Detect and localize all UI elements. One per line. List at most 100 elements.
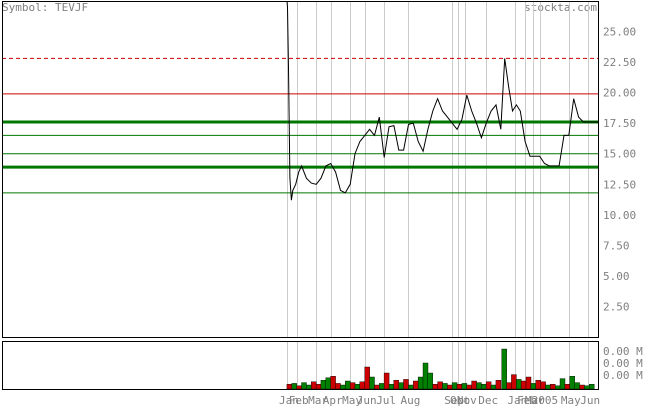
- x-tick-label: Feb: [517, 394, 537, 406]
- volume-bar: [291, 383, 297, 390]
- x-tick-label: Feb: [289, 394, 309, 406]
- volume-bar: [408, 384, 414, 390]
- volume-bar: [320, 380, 327, 390]
- x-tick-label: Dec: [478, 394, 498, 406]
- x-tick-label: May: [561, 394, 581, 406]
- volume-bar: [325, 377, 331, 390]
- price-tick-label: 10.00: [603, 209, 636, 222]
- volume-bar: [447, 384, 453, 390]
- price-panel-frame: [2, 1, 599, 338]
- volume-bar: [535, 380, 541, 390]
- price-tick-label: 2.50: [603, 300, 630, 313]
- volume-bar: [335, 383, 341, 390]
- x-tick-label: 2005: [532, 394, 559, 406]
- volume-bar: [345, 380, 351, 390]
- volume-bar: [306, 384, 312, 390]
- volume-bar: [490, 384, 497, 390]
- volume-bar: [481, 384, 487, 390]
- x-tick-label: Jan: [507, 394, 527, 406]
- volume-bar: [349, 382, 356, 390]
- volume-panel-frame: [2, 341, 599, 390]
- volume-bar: [374, 384, 380, 390]
- price-tick-label: 7.50: [603, 239, 630, 252]
- volume-tick-label: 0.00 M: [603, 345, 643, 358]
- reference-lines: [2, 57, 598, 194]
- volume-bar: [516, 379, 522, 390]
- volume-bar: [589, 384, 595, 390]
- volume-bar: [559, 378, 566, 390]
- volume-bar: [555, 385, 561, 390]
- volume-bar: [422, 362, 429, 390]
- price-tick-label: 15.00: [603, 148, 636, 161]
- volume-bar: [569, 376, 575, 390]
- volume-bar: [495, 380, 502, 390]
- volume-bar: [364, 366, 370, 390]
- volume-bar: [286, 384, 293, 390]
- volume-bar: [340, 384, 346, 390]
- volume-bar: [461, 383, 468, 390]
- price-tick-label: 12.50: [603, 178, 636, 191]
- volume-bar: [393, 380, 399, 390]
- volume-bar: [579, 384, 585, 390]
- volume-tick-label: 0.00 M: [603, 357, 643, 370]
- price-tick-label: 5.00: [603, 270, 630, 283]
- volume-bar: [301, 382, 307, 390]
- volume-bar: [584, 385, 590, 390]
- volume-bar: [311, 381, 317, 390]
- volume-bar: [525, 376, 532, 390]
- volume-bar: [388, 384, 395, 390]
- x-tick-label: Mar: [308, 394, 328, 406]
- volume-bar: [417, 376, 424, 390]
- price-axis: 2.50 5.00 7.50 10.00 12.50 15.00 17.50 20.00 22.…: [603, 26, 636, 314]
- volume-bar: [315, 384, 322, 390]
- price-line: [286, 0, 598, 201]
- volume-bar: [476, 382, 482, 390]
- volume-bar: [574, 382, 580, 390]
- volume-bar: [413, 380, 419, 390]
- x-tick-label: Mar: [525, 394, 545, 406]
- volume-bar: [432, 384, 438, 390]
- volume-bar: [330, 376, 336, 390]
- x-tick-label: Jun: [357, 394, 377, 406]
- volume-bar: [540, 381, 546, 390]
- volume-bar: [451, 382, 458, 390]
- price-tick-label: 25.00: [603, 26, 636, 39]
- volume-bar: [471, 380, 477, 390]
- x-tick-label: Jul: [376, 394, 396, 406]
- volume-bar: [427, 372, 433, 390]
- volume-bar: [398, 382, 404, 390]
- volume-bar: [520, 380, 527, 390]
- price-tick-label: 17.50: [603, 117, 636, 130]
- volume-bar: [359, 381, 365, 390]
- volume-bars: [286, 348, 595, 390]
- x-tick-label: Nov: [457, 394, 477, 406]
- x-tick-label: Oct: [450, 394, 470, 406]
- volume-tick-label: 0.00 M: [603, 369, 643, 382]
- volume-bar: [501, 348, 507, 390]
- price-series: [286, 0, 598, 201]
- volume-bar: [550, 384, 556, 390]
- brand-label: stockta.com: [524, 1, 597, 14]
- chart-frames: [2, 1, 599, 390]
- x-tick-label: Aug: [400, 394, 420, 406]
- volume-bar: [383, 372, 390, 390]
- volume-bar: [485, 381, 492, 390]
- volume-axis: 0.00 M0.00 M0.00 M: [603, 345, 643, 382]
- x-tick-label: Sep: [444, 394, 464, 406]
- price-tick-label: 20.00: [603, 87, 636, 100]
- price-tick-label: 22.50: [603, 56, 636, 69]
- volume-bar: [369, 376, 375, 390]
- volume-bar: [506, 382, 512, 390]
- volume-bar: [466, 384, 472, 390]
- price-grid: [287, 1, 589, 389]
- volume-bar: [456, 384, 463, 390]
- x-tick-label: Apr: [323, 394, 343, 406]
- volume-bar: [545, 384, 551, 390]
- x-tick-label: May: [342, 394, 362, 406]
- volume-bar: [530, 383, 537, 390]
- volume-bar: [296, 385, 302, 390]
- volume-bar: [403, 379, 409, 390]
- x-tick-label: Jun: [580, 394, 600, 406]
